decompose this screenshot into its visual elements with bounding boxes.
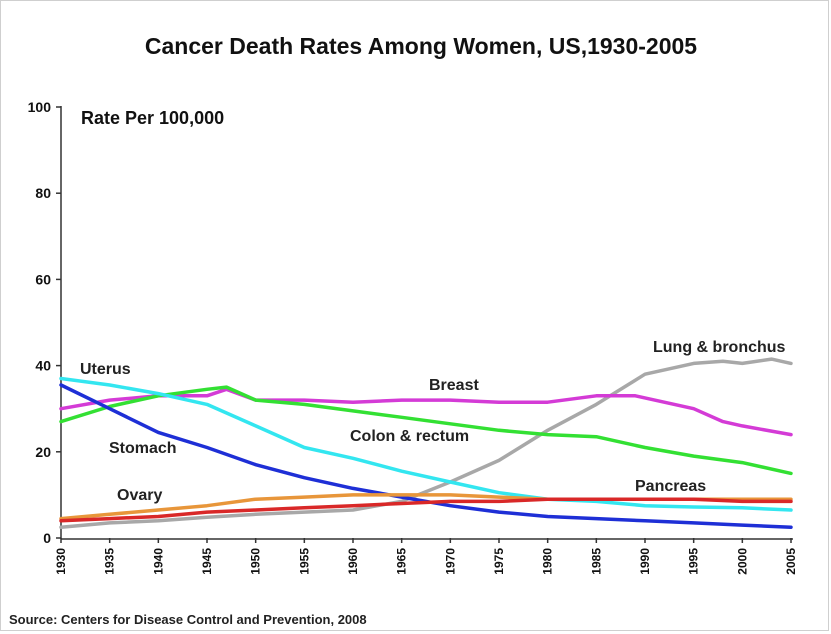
series-label-lung: Lung & bronchus — [653, 339, 786, 356]
y-tick-label: 80 — [35, 185, 51, 201]
series-label-stomach: Stomach — [109, 440, 177, 457]
x-ticks: 1930 1935 1940 1945 1950 1955 1960 1965 1970 1975… — [54, 538, 798, 575]
y-ticks: 0 20 40 60 80 100 — [28, 99, 61, 546]
x-tick-label: 1960 — [346, 548, 360, 575]
series-label-pancreas: Pancreas — [635, 478, 706, 495]
x-tick-label: 1985 — [589, 548, 603, 575]
y-tick-label: 60 — [35, 271, 51, 287]
axes — [60, 106, 793, 540]
x-tick-label: 1935 — [103, 548, 117, 575]
y-tick-label: 0 — [43, 530, 51, 546]
x-tick-label: 1990 — [638, 548, 652, 575]
x-tick-label: 1940 — [151, 548, 165, 575]
x-tick-label: 1970 — [443, 548, 457, 575]
x-tick-label: 1965 — [395, 548, 409, 575]
x-tick-label: 1975 — [492, 548, 506, 575]
series-labels: Lung & bronchus Breast Colon & rectum Ut… — [80, 339, 786, 504]
x-tick-label: 1955 — [297, 548, 311, 575]
chart-title: Cancer Death Rates Among Women, US,1930-… — [145, 33, 697, 59]
x-tick-label: 1995 — [687, 548, 701, 575]
series-lines — [59, 357, 793, 529]
series-line-uterus — [59, 376, 793, 512]
x-tick-label: 1980 — [541, 548, 555, 575]
series-line-lung-bronchus — [59, 357, 793, 529]
x-tick-label: 2005 — [784, 548, 798, 575]
series-label-colon: Colon & rectum — [350, 428, 469, 445]
y-axis-label: Rate Per 100,000 — [81, 108, 224, 128]
x-tick-label: 1945 — [200, 548, 214, 575]
series-label-breast: Breast — [429, 377, 479, 394]
series-label-uterus: Uterus — [80, 361, 131, 378]
y-tick-label: 100 — [28, 99, 52, 115]
y-tick-label: 40 — [35, 358, 51, 374]
source-note: Source: Centers for Disease Control and … — [9, 612, 367, 627]
x-tick-label: 1950 — [249, 548, 263, 575]
series-line-pancreas — [59, 497, 793, 523]
series-label-ovary: Ovary — [117, 487, 162, 504]
y-tick-label: 20 — [35, 444, 51, 460]
series-line-breast — [59, 387, 793, 437]
series-line-colon-rectum — [59, 385, 793, 476]
x-tick-label: 2000 — [735, 548, 749, 575]
x-tick-label: 1930 — [54, 548, 68, 575]
